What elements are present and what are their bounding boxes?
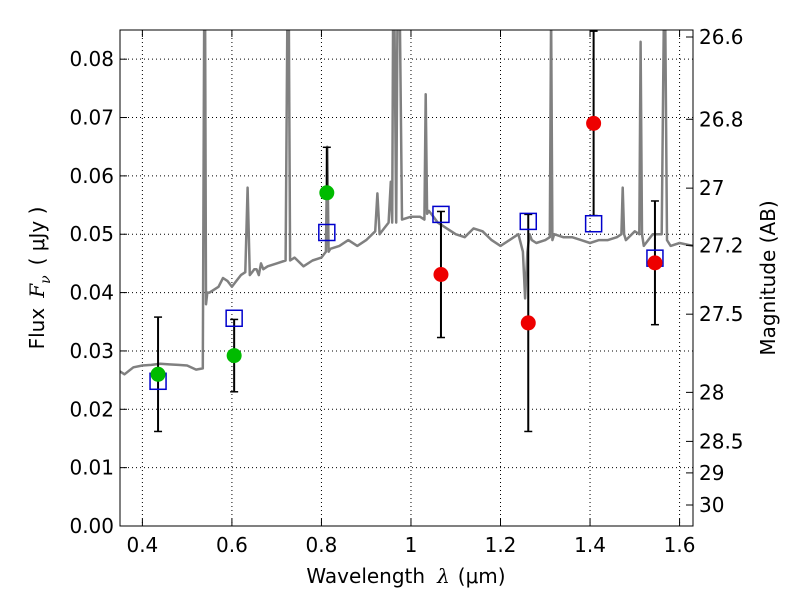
x-tick-label: 0.4 <box>126 533 158 557</box>
y2-axis-label: Magnitude (AB) <box>756 200 780 355</box>
y-tick-label: 0.01 <box>69 456 114 480</box>
y-tick-label: 0.02 <box>69 397 114 421</box>
x-tick-label: 1 <box>405 533 418 557</box>
y-tick-label: 0.08 <box>69 47 114 71</box>
y-axis-label: Flux Fν ( μJy ) <box>25 207 54 350</box>
y-ticks: 0.00 0.01 0.02 0.03 0.04 0.05 0.06 0.07 0.08 <box>69 47 127 538</box>
x-tick-label: 1.4 <box>574 533 606 557</box>
y2-ticks: 26.6 26.8 27 27.2 27.5 28 28.5 29 30 <box>686 25 744 517</box>
observed-point <box>150 366 166 382</box>
y-axis-label-symbol: F <box>25 283 49 299</box>
model-point-square <box>432 205 450 224</box>
x-tick-label: 1.2 <box>485 533 517 557</box>
model-points <box>149 205 664 391</box>
y-tick-label: 0.04 <box>69 281 114 305</box>
observed-point <box>647 255 663 271</box>
y-tick-label: 0.05 <box>69 222 114 246</box>
observed-point <box>319 185 335 201</box>
y2-tick-label: 26.6 <box>699 25 744 49</box>
observed-point <box>586 115 602 131</box>
spectrum-series-line <box>120 30 693 376</box>
model-point-square <box>225 309 243 328</box>
y-tick-label: 0.03 <box>69 339 114 363</box>
y2-tick-label: 30 <box>699 493 724 517</box>
x-tick-label: 0.8 <box>306 533 338 557</box>
y2-tick-label: 28.5 <box>699 429 744 453</box>
x-tick-label: 0.6 <box>216 533 248 557</box>
model-point-square <box>584 214 603 233</box>
y-tick-label: 0.07 <box>69 106 114 130</box>
observed-point <box>520 315 536 331</box>
y2-tick-label: 28 <box>699 380 724 404</box>
y-axis-label-text: Flux <box>25 308 49 350</box>
y-axis-label-subscript: ν <box>38 275 54 284</box>
observed-point <box>226 348 242 364</box>
y2-tick-label: 27.5 <box>699 302 744 326</box>
observed-point <box>433 266 449 282</box>
y-tick-label: 0.06 <box>69 164 114 188</box>
plot-frame <box>119 29 694 527</box>
y2-tick-label: 27.2 <box>699 233 744 257</box>
plot-background <box>120 30 693 526</box>
model-point-square <box>318 223 336 242</box>
spectrum-line <box>120 30 693 376</box>
observed-points <box>150 115 663 382</box>
y2-tick-label: 29 <box>699 461 724 485</box>
x-axis-label-text: Wavelength <box>306 564 425 588</box>
grid <box>120 30 693 527</box>
x-axis-label-symbol: λ <box>436 564 450 588</box>
x-axis-label-unit: (μm) <box>458 564 506 588</box>
x-ticks: 0.4 0.6 0.8 1 1.2 1.4 1.6 <box>126 30 695 557</box>
model-point-square <box>519 212 538 231</box>
y-axis-label-unit: ( μJy ) <box>25 207 49 266</box>
y-tick-label: 0.00 <box>69 514 114 538</box>
x-tick-label: 1.6 <box>664 533 696 557</box>
y2-tick-label: 26.8 <box>699 107 744 131</box>
y2-tick-label: 27 <box>699 176 724 200</box>
x-axis-label: Wavelength λ (μm) <box>306 564 505 588</box>
